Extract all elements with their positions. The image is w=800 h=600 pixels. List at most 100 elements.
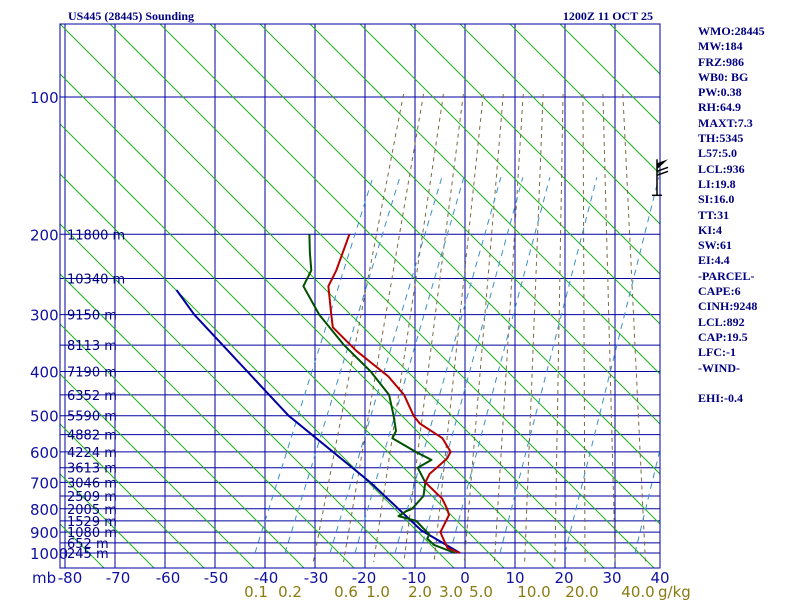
height-tick-label: 4882 m bbox=[67, 429, 117, 444]
index-item: EI:4.4 bbox=[698, 253, 730, 268]
chart-profiles bbox=[175, 233, 461, 554]
dry-adiabat bbox=[459, 24, 660, 225]
mixing-ratio-unit: g/kg bbox=[658, 583, 691, 600]
dry-adiabat bbox=[60, 323, 305, 568]
dewpoint-trace bbox=[302, 234, 456, 554]
index-item: LCL:892 bbox=[698, 314, 745, 329]
pressure-tick-label: 300 bbox=[30, 307, 59, 325]
height-tick-label: 5590 m bbox=[67, 410, 117, 425]
mixing-ratio-line bbox=[419, 177, 524, 554]
mixing-ratio-line bbox=[499, 177, 598, 554]
temperature-tick-label: -80 bbox=[58, 569, 83, 587]
pressure-tick-label: 500 bbox=[30, 408, 59, 426]
index-item: PW:0.38 bbox=[698, 85, 742, 100]
pressure-tick-label: 100 bbox=[30, 89, 59, 107]
height-tick-label: 1080 m bbox=[67, 526, 117, 541]
index-item: FRZ:986 bbox=[698, 54, 744, 69]
dry-adiabat bbox=[60, 423, 205, 568]
height-tick-label: 2509 m bbox=[67, 490, 117, 505]
index-item: MW:184 bbox=[698, 39, 743, 54]
dry-adiabat bbox=[259, 24, 660, 425]
moist-adiabat bbox=[403, 93, 464, 563]
dry-adiabat bbox=[60, 373, 255, 568]
dry-adiabat bbox=[60, 123, 505, 568]
mixing-ratio-tick-label: 3.0 bbox=[439, 583, 463, 600]
parcel-trace bbox=[175, 289, 461, 554]
moist-adiabat bbox=[602, 93, 616, 563]
index-item: LCL:936 bbox=[698, 161, 745, 176]
chart-title-station: US445 (28445) Sounding bbox=[68, 9, 194, 23]
temperature-tick-label: 0 bbox=[460, 569, 470, 587]
dry-adiabat bbox=[60, 273, 355, 568]
moist-adiabat bbox=[582, 94, 586, 562]
pressure-tick-label: 700 bbox=[30, 474, 59, 492]
dry-adiabat bbox=[109, 24, 655, 568]
index-item: CAP:19.5 bbox=[698, 329, 748, 344]
index-item: RH:64.9 bbox=[698, 100, 741, 115]
temperature-tick-label: -50 bbox=[204, 569, 229, 587]
height-tick-label: 2005 m bbox=[67, 503, 117, 518]
moist-adiabat bbox=[622, 93, 646, 563]
index-item: L57:5.0 bbox=[698, 146, 737, 161]
mixing-ratio-line bbox=[449, 177, 551, 554]
height-tick-label: 3046 m bbox=[67, 476, 117, 491]
index-item: LI:19.8 bbox=[698, 176, 736, 191]
index-item: SI:16.0 bbox=[698, 192, 735, 207]
dry-adiabat bbox=[159, 24, 660, 525]
chart-title-time: 1200Z 11 OCT 25 bbox=[563, 9, 653, 23]
pressure-tick-label: 200 bbox=[30, 226, 59, 244]
temperature-tick-label: -40 bbox=[254, 569, 279, 587]
mixing-ratio-tick-label: 0.6 bbox=[334, 583, 358, 600]
temperature-tick-label: -30 bbox=[304, 569, 329, 587]
height-tick-label: 1529 m bbox=[67, 515, 117, 530]
height-tick-label: 10340 m bbox=[67, 273, 125, 288]
dry-adiabat bbox=[60, 473, 155, 568]
height-tick-label: 11800 m bbox=[67, 228, 125, 243]
height-tick-label: 8113 m bbox=[67, 339, 117, 354]
height-tick-label: 4224 m bbox=[67, 446, 117, 461]
mixing-ratio-tick-label: 5.0 bbox=[469, 583, 493, 600]
temperature-tick-label: -10 bbox=[402, 569, 427, 587]
mixing-ratio-tick-label: 1.0 bbox=[366, 583, 390, 600]
moist-adiabat bbox=[524, 93, 544, 563]
moist-adiabat bbox=[493, 93, 524, 563]
temperature-tick-label: -20 bbox=[352, 569, 377, 587]
dry-adiabat bbox=[60, 73, 555, 568]
index-item: TH:5345 bbox=[698, 131, 744, 146]
mixing-ratio-tick-label: 40.0 bbox=[621, 583, 654, 600]
mixing-ratio-tick-label: 2.0 bbox=[408, 583, 432, 600]
height-tick-label: 652 m bbox=[67, 537, 109, 552]
moist-adiabat bbox=[343, 93, 424, 563]
pressure-tick-label: 800 bbox=[30, 501, 59, 519]
chart-grid bbox=[60, 24, 660, 568]
moist-adiabat bbox=[373, 93, 444, 563]
temperature-tick-label: -60 bbox=[156, 569, 181, 587]
dry-adiabat bbox=[559, 24, 660, 125]
index-item: LFC:-1 bbox=[698, 345, 736, 360]
mixing-ratio-tick-label: 10.0 bbox=[517, 583, 550, 600]
temperature-axis-label: mb bbox=[32, 569, 56, 587]
mixing-ratio-tick-label: 0.2 bbox=[278, 583, 302, 600]
dry-adiabat bbox=[359, 24, 660, 325]
dry-adiabat bbox=[309, 24, 660, 375]
temperature-tick-label: -70 bbox=[106, 569, 131, 587]
dry-adiabat bbox=[209, 24, 660, 475]
pressure-tick-label: 400 bbox=[30, 364, 59, 382]
index-item: TT:31 bbox=[698, 207, 730, 222]
index-item: WMO:28445 bbox=[698, 24, 765, 38]
plot-border bbox=[59, 23, 661, 569]
index-item: MAXT:7.3 bbox=[698, 115, 753, 130]
wind-barb-icon bbox=[652, 159, 669, 197]
height-tick-label: 245 m bbox=[67, 547, 109, 562]
mixing-ratio-tick-label: 20.0 bbox=[565, 583, 598, 600]
mixing-ratio-line bbox=[564, 177, 660, 554]
pressure-tick-label: 600 bbox=[30, 444, 59, 462]
index-item bbox=[698, 376, 798, 391]
dry-adiabat bbox=[409, 24, 660, 275]
temperature-tick-label: 40 bbox=[650, 569, 669, 587]
height-tick-label: 7190 m bbox=[67, 366, 117, 381]
dry-adiabat bbox=[60, 173, 455, 568]
